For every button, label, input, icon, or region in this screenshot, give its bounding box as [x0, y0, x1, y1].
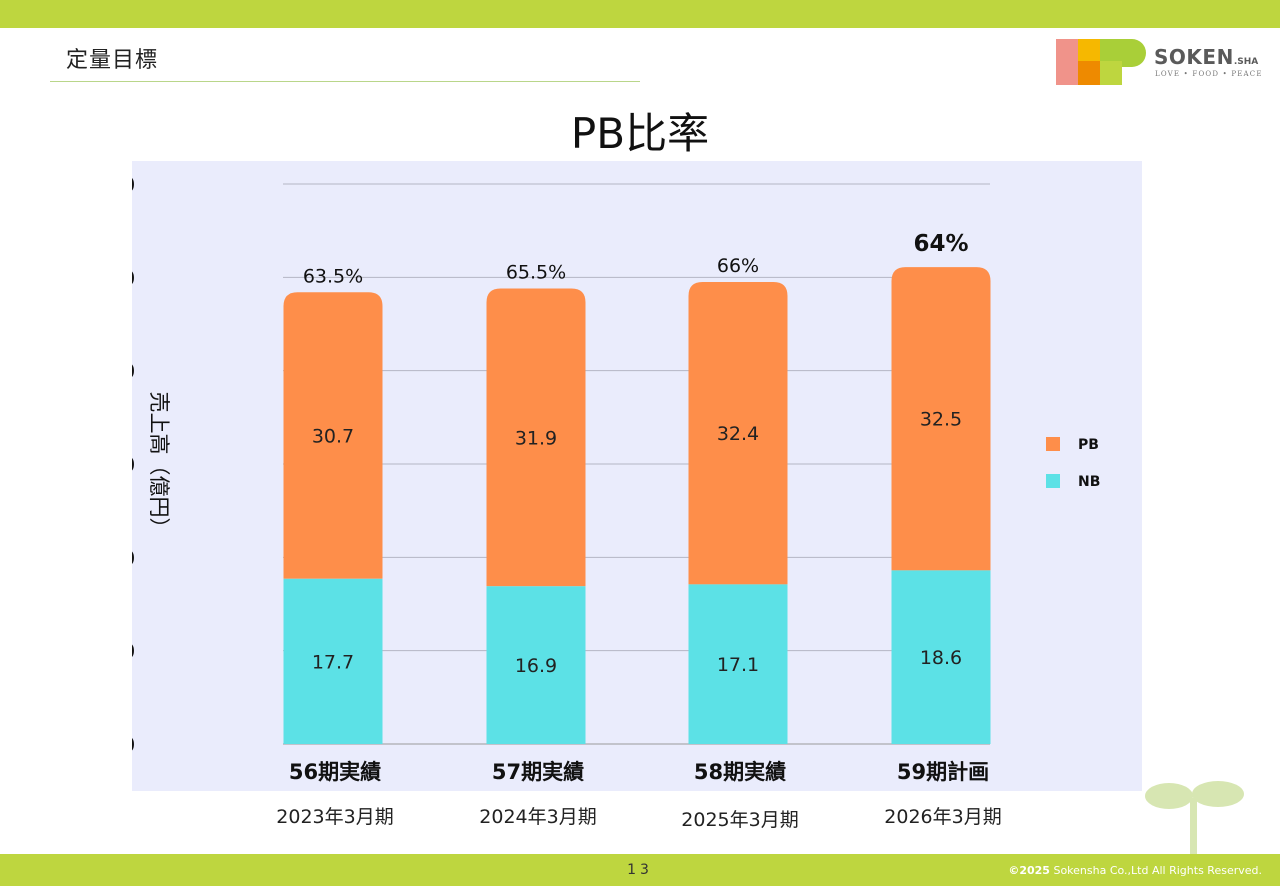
- y-tick-label: 30: [132, 453, 135, 477]
- chart-area: 0 10 20 30 40 50 60 売上高（億円） 30.7 17.7 63.5% 56期実績 31…: [132, 161, 1142, 791]
- data-label-nb: 18.6: [920, 647, 962, 669]
- category-label: 58期実績: [694, 760, 786, 784]
- bar-nb: [486, 586, 586, 744]
- period-label: 2026年3月期: [884, 806, 1002, 828]
- copyright-notice: ©2025 Sokensha Co.,Ltd All Rights Reserv…: [1008, 864, 1262, 877]
- bottom-band: [0, 854, 1280, 886]
- period-label: 2024年3月期: [479, 806, 597, 828]
- legend-label: NB: [1078, 474, 1100, 490]
- bar-nb: [891, 570, 991, 744]
- bar-pb: [283, 292, 383, 579]
- category-label: 59期計画: [897, 760, 989, 784]
- data-label-pb: 31.9: [515, 427, 557, 449]
- y-tick-label: 60: [132, 173, 135, 197]
- logo-tagline: LOVE • FOOD • PEACE: [1155, 70, 1263, 78]
- legend-swatch: [1046, 474, 1060, 488]
- y-tick-label: 0: [132, 733, 135, 757]
- y-tick-label: 10: [132, 640, 135, 664]
- period-label: 2023年3月期: [276, 806, 394, 828]
- bar-nb: [688, 584, 788, 744]
- chart-title: PB比率: [570, 109, 710, 158]
- bar-pb: [486, 288, 586, 587]
- data-label-nb: 17.1: [717, 654, 759, 676]
- legend-swatch: [1046, 437, 1060, 451]
- sprout-icon: [1145, 781, 1244, 856]
- section-title: 定量目標: [66, 48, 159, 73]
- logo-wordmark: SOKEN.SHA: [1154, 45, 1259, 69]
- ratio-label: 64%: [913, 231, 968, 257]
- bar-pb: [891, 267, 991, 571]
- stacked-bar-chart: 0 10 20 30 40 50 60 売上高（億円） 30.7 17.7 63.5% 56期実績 31…: [132, 173, 1100, 784]
- data-label-pb: 30.7: [312, 426, 354, 448]
- title-underline: [50, 81, 640, 82]
- category-label: 56期実績: [289, 760, 381, 784]
- bar-nb: [283, 578, 383, 744]
- ratio-label: 65.5%: [506, 262, 566, 284]
- y-tick-label: 40: [132, 360, 135, 384]
- category-label: 57期実績: [492, 760, 584, 784]
- logo-mark-icon: [1056, 39, 1146, 85]
- y-tick-label: 50: [132, 266, 135, 290]
- page-number: 13: [627, 862, 653, 878]
- y-axis-label: 売上高（億円）: [147, 392, 171, 539]
- ratio-label: 63.5%: [303, 265, 363, 287]
- top-band: [0, 0, 1280, 28]
- company-logo: SOKEN.SHA LOVE • FOOD • PEACE: [1056, 39, 1270, 85]
- data-label-nb: 17.7: [312, 651, 354, 673]
- period-label: 2025年3月期: [681, 809, 799, 831]
- data-label-nb: 16.9: [515, 655, 557, 677]
- data-label-pb: 32.5: [920, 409, 962, 431]
- data-label-pb: 32.4: [717, 423, 759, 445]
- y-tick-label: 20: [132, 546, 135, 570]
- legend-label: PB: [1078, 437, 1099, 453]
- bar-pb: [688, 282, 788, 585]
- ratio-label: 66%: [717, 255, 759, 277]
